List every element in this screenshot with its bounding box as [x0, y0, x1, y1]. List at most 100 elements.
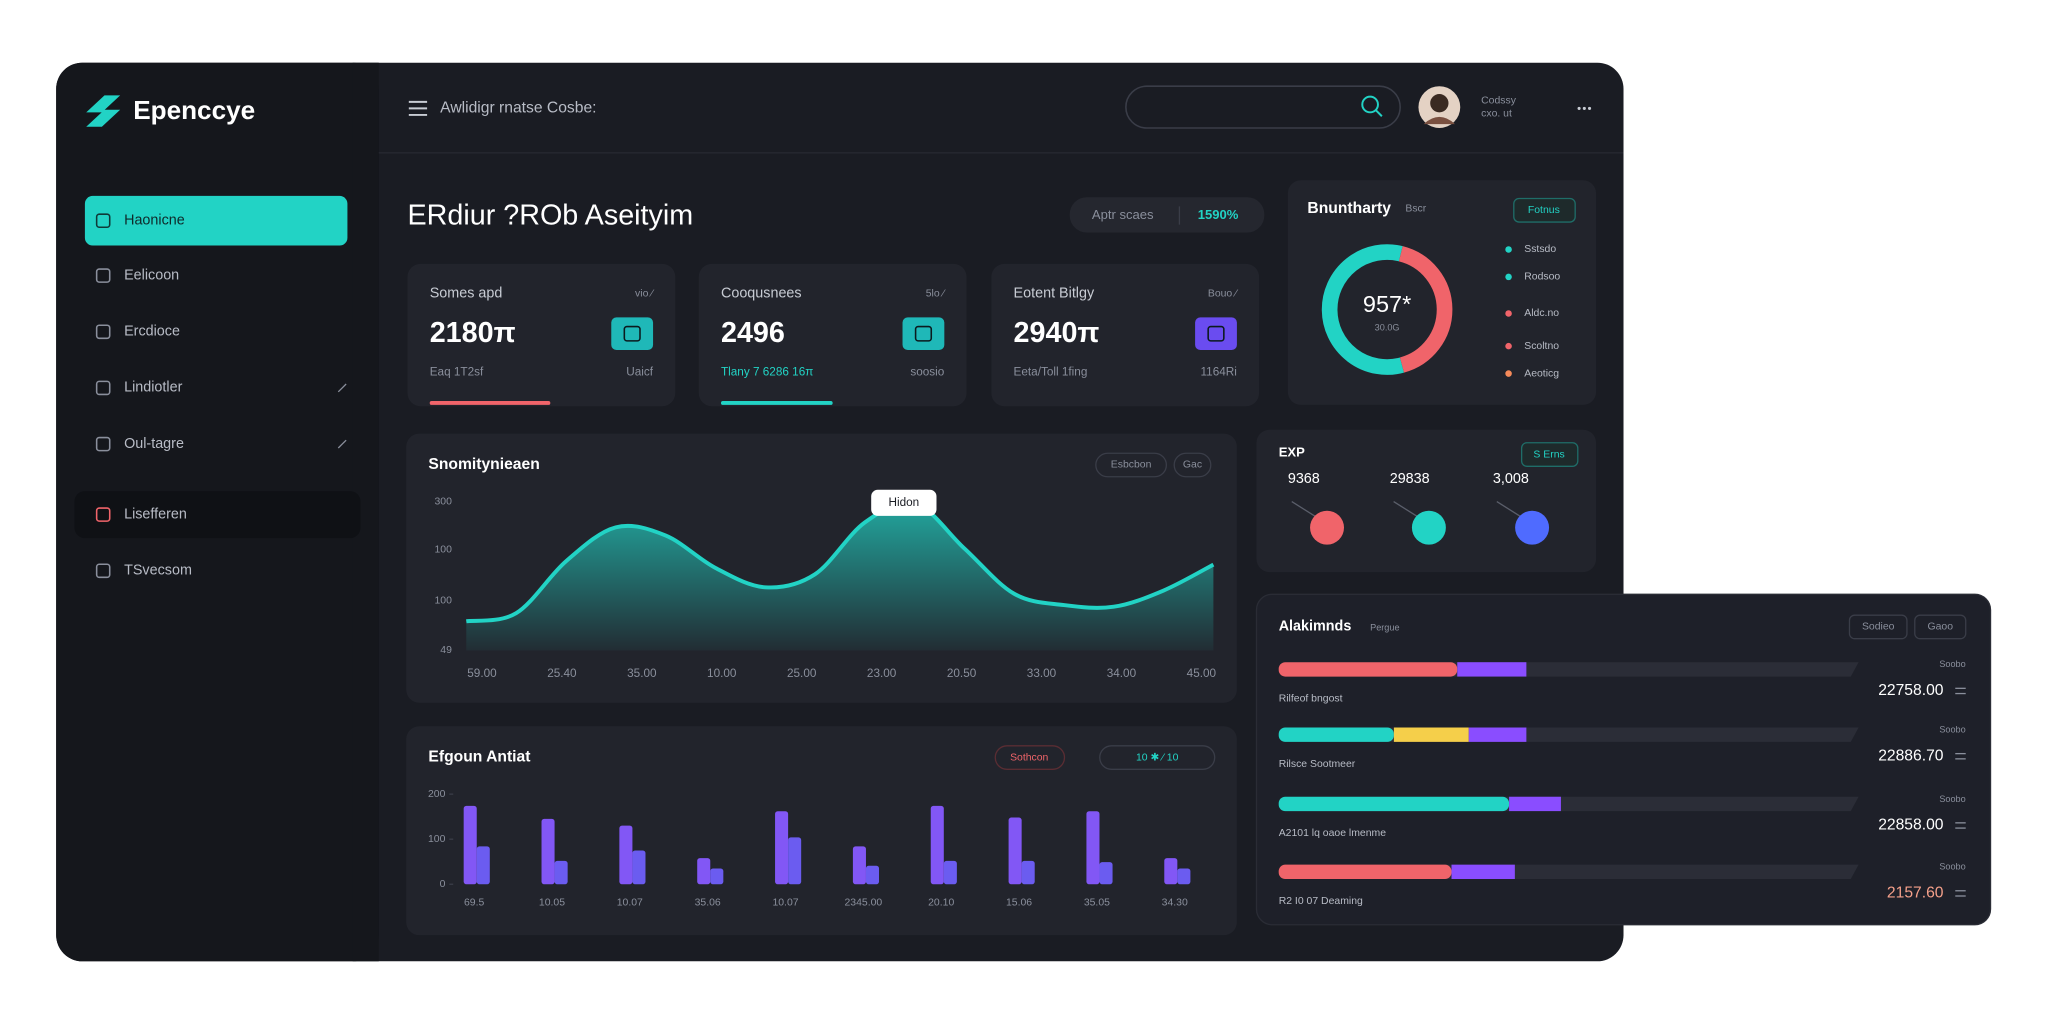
area-x-label: 45.00 [1187, 667, 1217, 680]
kpi-tag: vio ⁄ [635, 289, 655, 300]
legend-label: Scoltno [1524, 341, 1559, 352]
bar-x-label: 2345.00 [844, 897, 882, 908]
kpi-value: 2496 [721, 317, 785, 349]
area-line [465, 500, 1215, 624]
stacked-segment [1278, 864, 1452, 880]
stacked-button[interactable] [1848, 614, 1908, 640]
page-title: ERdiur ?ROb Aseityim [408, 199, 694, 231]
stacked-row-label: Rilsce Sootmeer [1279, 759, 1356, 770]
kpi-note: Eeta/Toll 1fing [1014, 365, 1088, 378]
kpi-tag: Bouo ⁄ [1208, 289, 1239, 300]
kpi-card [991, 263, 1260, 407]
kpi-icon-glyph [1207, 325, 1225, 342]
bar [632, 850, 646, 885]
area-x-label: 10.00 [707, 667, 737, 680]
kpi-note: Eaq 1T2sf [430, 365, 484, 378]
exp-button[interactable] [1520, 442, 1579, 467]
area-tooltip-label: Hidon [888, 496, 919, 509]
bar-x-label: 34.30 [1162, 897, 1188, 908]
bar [930, 805, 944, 885]
donut-button-label: Fotnus [1528, 205, 1560, 216]
search-box[interactable] [1125, 85, 1401, 129]
bar-card [406, 726, 1237, 936]
badge [1069, 197, 1265, 233]
nav-icon [95, 507, 111, 522]
search-icon [1361, 95, 1379, 114]
stacked-row-caption: Soobo [1939, 725, 1965, 735]
exp-connector [1291, 500, 1317, 518]
bar-button[interactable] [1099, 745, 1216, 770]
stacked-panel [1255, 593, 1992, 926]
kpi-icon [611, 317, 654, 351]
area-x-label: 25.00 [787, 667, 817, 680]
user-role: cxo. ut [1481, 108, 1512, 119]
avatar-head [1430, 94, 1449, 113]
legend-dot [1505, 370, 1512, 377]
donut-button[interactable] [1513, 197, 1576, 223]
stacked-segment [1509, 796, 1561, 812]
nav-icon [95, 436, 111, 452]
area-x-label: 59.00 [467, 667, 497, 680]
stacked-row-label: Rilfeof bngost [1279, 694, 1343, 705]
nav-icon [95, 213, 111, 229]
kpi-value: 2180π [430, 317, 516, 349]
stacked-row-label: R2 I0 07 Deaming [1279, 896, 1363, 907]
stacked-row-label: A2101 lq oaoe lmenme [1279, 828, 1387, 839]
bar-button-label: Sothcon [1010, 752, 1048, 763]
kpi-label: Eotent Bitlgy [1014, 286, 1095, 302]
stacked-row-caption: Soobo [1939, 862, 1965, 872]
kpi-card [407, 263, 676, 407]
bar [1099, 862, 1113, 885]
kpi-note: Tlany 7 6286 16π [721, 365, 813, 378]
bar-button[interactable] [994, 745, 1066, 770]
nav-label: Ercdioce [124, 324, 180, 340]
area-y-label: 100 [434, 545, 452, 556]
bar [1177, 868, 1191, 885]
area-title: Snomitynieaen [428, 456, 539, 473]
kpi-icon-glyph [623, 325, 641, 342]
nav-item-highlight[interactable] [74, 491, 361, 539]
legend-label: Aeoticg [1524, 368, 1559, 379]
legend-dot [1505, 310, 1512, 317]
stacked-subtitle: Pergue [1370, 623, 1399, 633]
kpi-label: Cooqusnees [721, 286, 802, 302]
area-tooltip [871, 489, 937, 516]
nav-icon [95, 324, 111, 340]
stacked-button[interactable] [1914, 614, 1967, 640]
donut-segment [1398, 246, 1453, 373]
area-button-label: Gac [1183, 460, 1202, 471]
bar [775, 811, 789, 885]
exp-button-label: S Erns [1533, 449, 1564, 460]
bar [554, 860, 568, 885]
nav-label: Lindiotler [124, 380, 182, 396]
nav-label: TSvecsom [124, 563, 192, 579]
area-button[interactable] [1095, 452, 1168, 478]
bar [1086, 811, 1100, 885]
stacked-button-label: Gaoo [1927, 622, 1953, 633]
badge-value: 1590% [1198, 207, 1239, 222]
bar-y-tick-label: 200 [428, 789, 446, 800]
nav-chevron [337, 383, 347, 393]
nav-item-active[interactable] [84, 195, 348, 246]
legend-dot [1505, 246, 1512, 253]
legend-dot [1505, 342, 1512, 350]
stacked-row-total: 22758.00 [1878, 682, 1944, 699]
stacked-title: Alakimnds [1279, 619, 1352, 635]
bar [710, 868, 724, 885]
stacked-segment [1278, 796, 1510, 812]
area-button[interactable] [1173, 452, 1212, 478]
exp-dot [1411, 510, 1446, 545]
nav-chevron [337, 439, 347, 449]
kpi-tag: 5lo ⁄ [926, 289, 947, 300]
bar [619, 825, 633, 885]
kpi-note2: 1164Ri [1201, 365, 1237, 378]
bar-x-label: 10.07 [617, 897, 643, 908]
bar [476, 846, 490, 885]
nav-label: Lisefferen [124, 506, 187, 522]
stacked-segment [1278, 727, 1394, 742]
stacked-button-label: Sodieo [1862, 622, 1895, 633]
nav-label: Eelicoon [124, 267, 179, 283]
stacked-segment [1468, 727, 1527, 742]
stacked-row-total: 22858.00 [1878, 817, 1944, 834]
